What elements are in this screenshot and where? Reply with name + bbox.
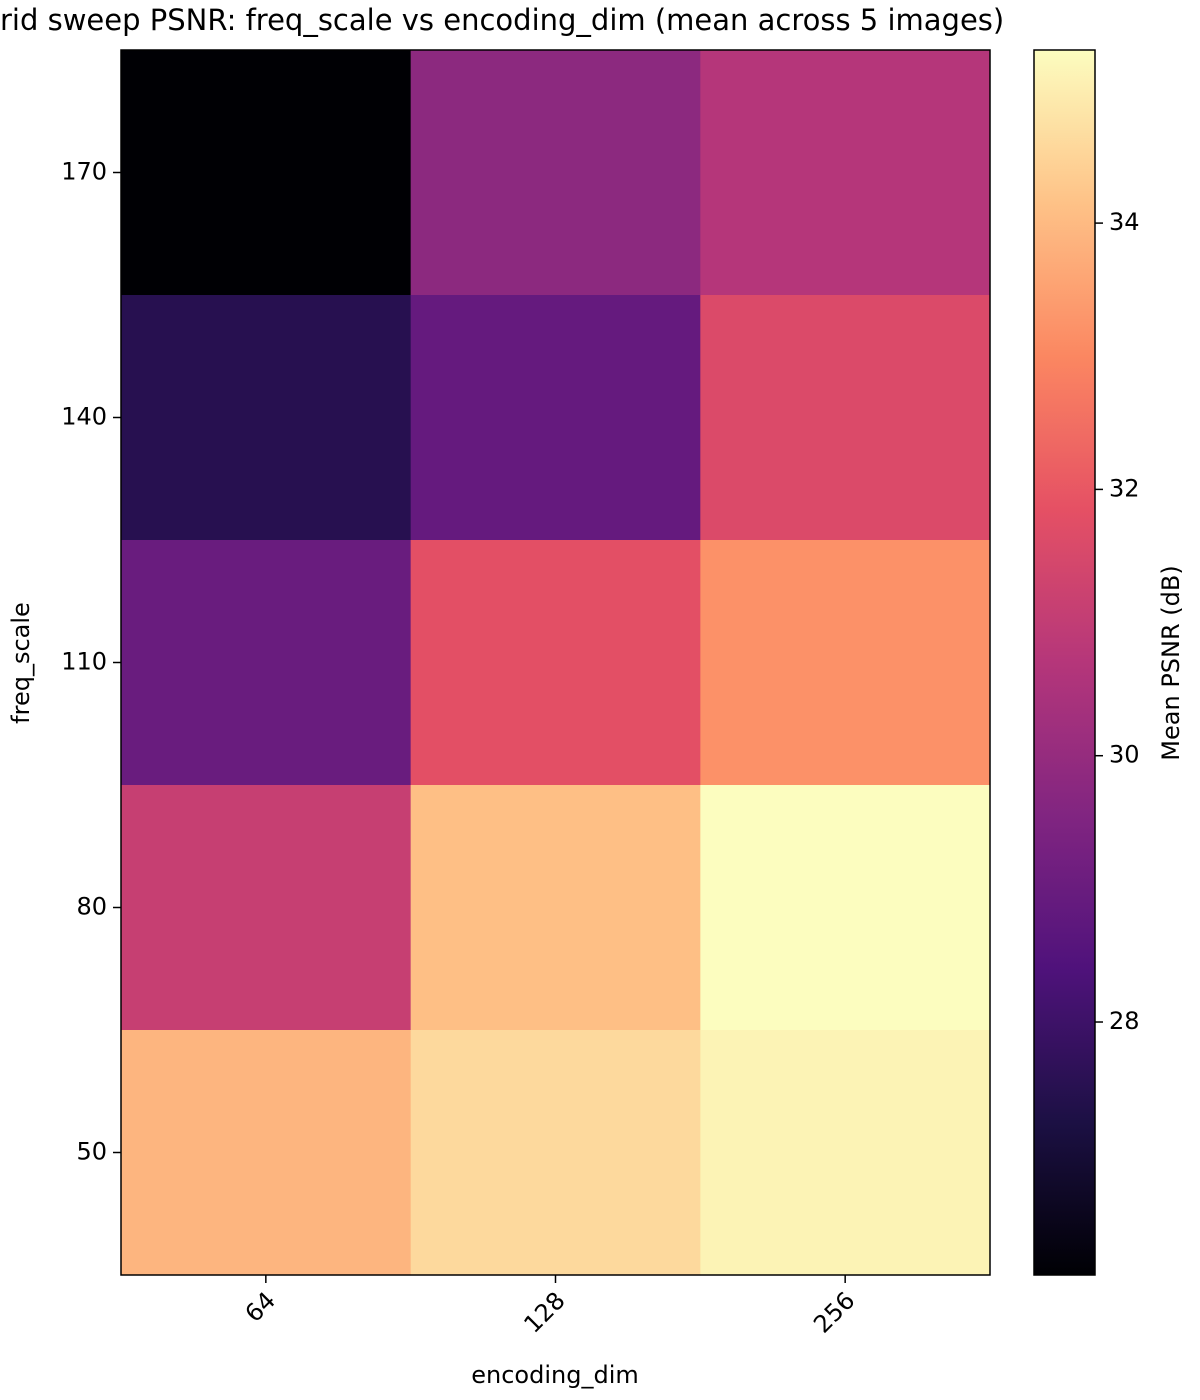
heatmap-cell (700, 785, 991, 1031)
heatmap-cell (700, 295, 991, 541)
colorbar-tick-label: 32 (1109, 474, 1140, 502)
y-axis-label: freq_scale (7, 602, 35, 724)
y-tick-label: 50 (76, 1138, 107, 1166)
heatmap-cell (410, 540, 701, 786)
heatmap-cell (410, 50, 701, 296)
heatmap-cell (121, 540, 412, 786)
colorbar-tick-label: 30 (1109, 741, 1140, 769)
heatmap-cell (121, 50, 412, 296)
x-tick-label: 128 (518, 1286, 570, 1338)
colorbar-label: Mean PSNR (dB) (1157, 565, 1185, 760)
y-tick-label: 140 (61, 403, 107, 431)
chart-title: rid sweep PSNR: freq_scale vs encoding_d… (0, 3, 1004, 37)
heatmap-cell (410, 1030, 701, 1276)
y-tick-label: 170 (61, 158, 107, 186)
x-tick-label: 64 (240, 1286, 281, 1327)
heatmap-cell (700, 1030, 991, 1276)
heatmap-cell (121, 295, 412, 541)
x-tick-label: 256 (808, 1286, 860, 1338)
heatmap-cell (121, 785, 412, 1031)
colorbar-tick-label: 34 (1109, 208, 1140, 236)
colorbar (1033, 49, 1096, 1276)
heatmap-cell (121, 1030, 412, 1276)
heatmap-cell (410, 295, 701, 541)
heatmap-cell (700, 540, 991, 786)
colorbar-tick-label: 28 (1109, 1007, 1140, 1035)
x-axis-label: encoding_dim (471, 1361, 638, 1389)
y-tick-label: 80 (76, 893, 107, 921)
heatmap-cell (700, 50, 991, 296)
heatmap-cell (410, 785, 701, 1031)
y-tick-label: 110 (61, 648, 107, 676)
